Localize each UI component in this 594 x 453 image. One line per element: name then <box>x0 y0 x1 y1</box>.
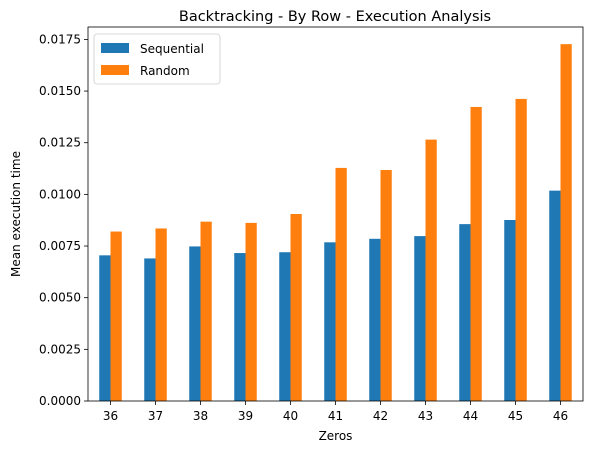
bar-random-44 <box>470 106 482 401</box>
bar-sequential-44 <box>459 224 471 401</box>
x-tick-label: 39 <box>238 409 253 423</box>
legend-swatch-random <box>101 65 129 75</box>
y-tick-label: 0.0025 <box>39 342 81 356</box>
y-tick-label: 0.0050 <box>39 291 81 305</box>
legend: Sequential Random <box>93 33 221 85</box>
y-tick-label: 0.0125 <box>39 136 81 150</box>
bar-random-40 <box>290 214 302 401</box>
x-axis-label: Zeros <box>319 429 353 443</box>
bar-random-45 <box>515 98 527 401</box>
x-tick-label: 36 <box>103 409 118 423</box>
bar-random-37 <box>155 228 167 401</box>
bar-sequential-39 <box>234 253 246 401</box>
bar-random-43 <box>425 139 437 402</box>
bar-random-42 <box>380 169 392 401</box>
x-tick-label: 43 <box>418 409 433 423</box>
chart-title: Backtracking - By Row - Execution Analys… <box>179 9 491 25</box>
x-tick-label: 42 <box>373 409 388 423</box>
bars-group <box>99 44 572 402</box>
legend-label-sequential: Sequential <box>140 42 204 56</box>
y-tick-label: 0.0150 <box>39 84 81 98</box>
bar-sequential-45 <box>504 219 516 401</box>
y-tick-label: 0.0075 <box>39 239 81 253</box>
bar-sequential-36 <box>99 255 111 401</box>
bar-sequential-46 <box>549 190 561 401</box>
y-tick-label: 0.0100 <box>39 187 81 201</box>
bar-sequential-42 <box>369 238 381 401</box>
legend-swatch-sequential <box>101 43 129 53</box>
bar-random-39 <box>245 222 257 401</box>
x-tick-label: 45 <box>508 409 523 423</box>
bar-random-46 <box>560 44 572 402</box>
bar-sequential-37 <box>144 258 156 401</box>
bar-sequential-40 <box>279 252 291 401</box>
y-axis-ticks: 0.0000 0.0025 0.0050 0.0075 0.0100 0.0125 0.01… <box>39 32 88 408</box>
bar-random-38 <box>200 221 212 401</box>
x-tick-label: 38 <box>193 409 208 423</box>
x-tick-label: 40 <box>283 409 298 423</box>
y-axis-label: Mean execution time <box>9 151 23 277</box>
bar-sequential-41 <box>324 242 336 401</box>
bar-random-41 <box>335 167 347 401</box>
bar-random-36 <box>110 231 122 401</box>
y-tick-label: 0.0000 <box>39 394 81 408</box>
x-tick-label: 46 <box>553 409 568 423</box>
x-tick-label: 44 <box>463 409 478 423</box>
x-axis-ticks: 36 37 38 39 40 41 42 43 44 45 46 <box>103 401 568 423</box>
bar-sequential-38 <box>189 246 201 401</box>
x-tick-label: 37 <box>148 409 163 423</box>
y-tick-label: 0.0175 <box>39 32 81 46</box>
bar-sequential-43 <box>414 236 426 401</box>
legend-label-random: Random <box>140 64 190 78</box>
x-tick-label: 41 <box>328 409 343 423</box>
